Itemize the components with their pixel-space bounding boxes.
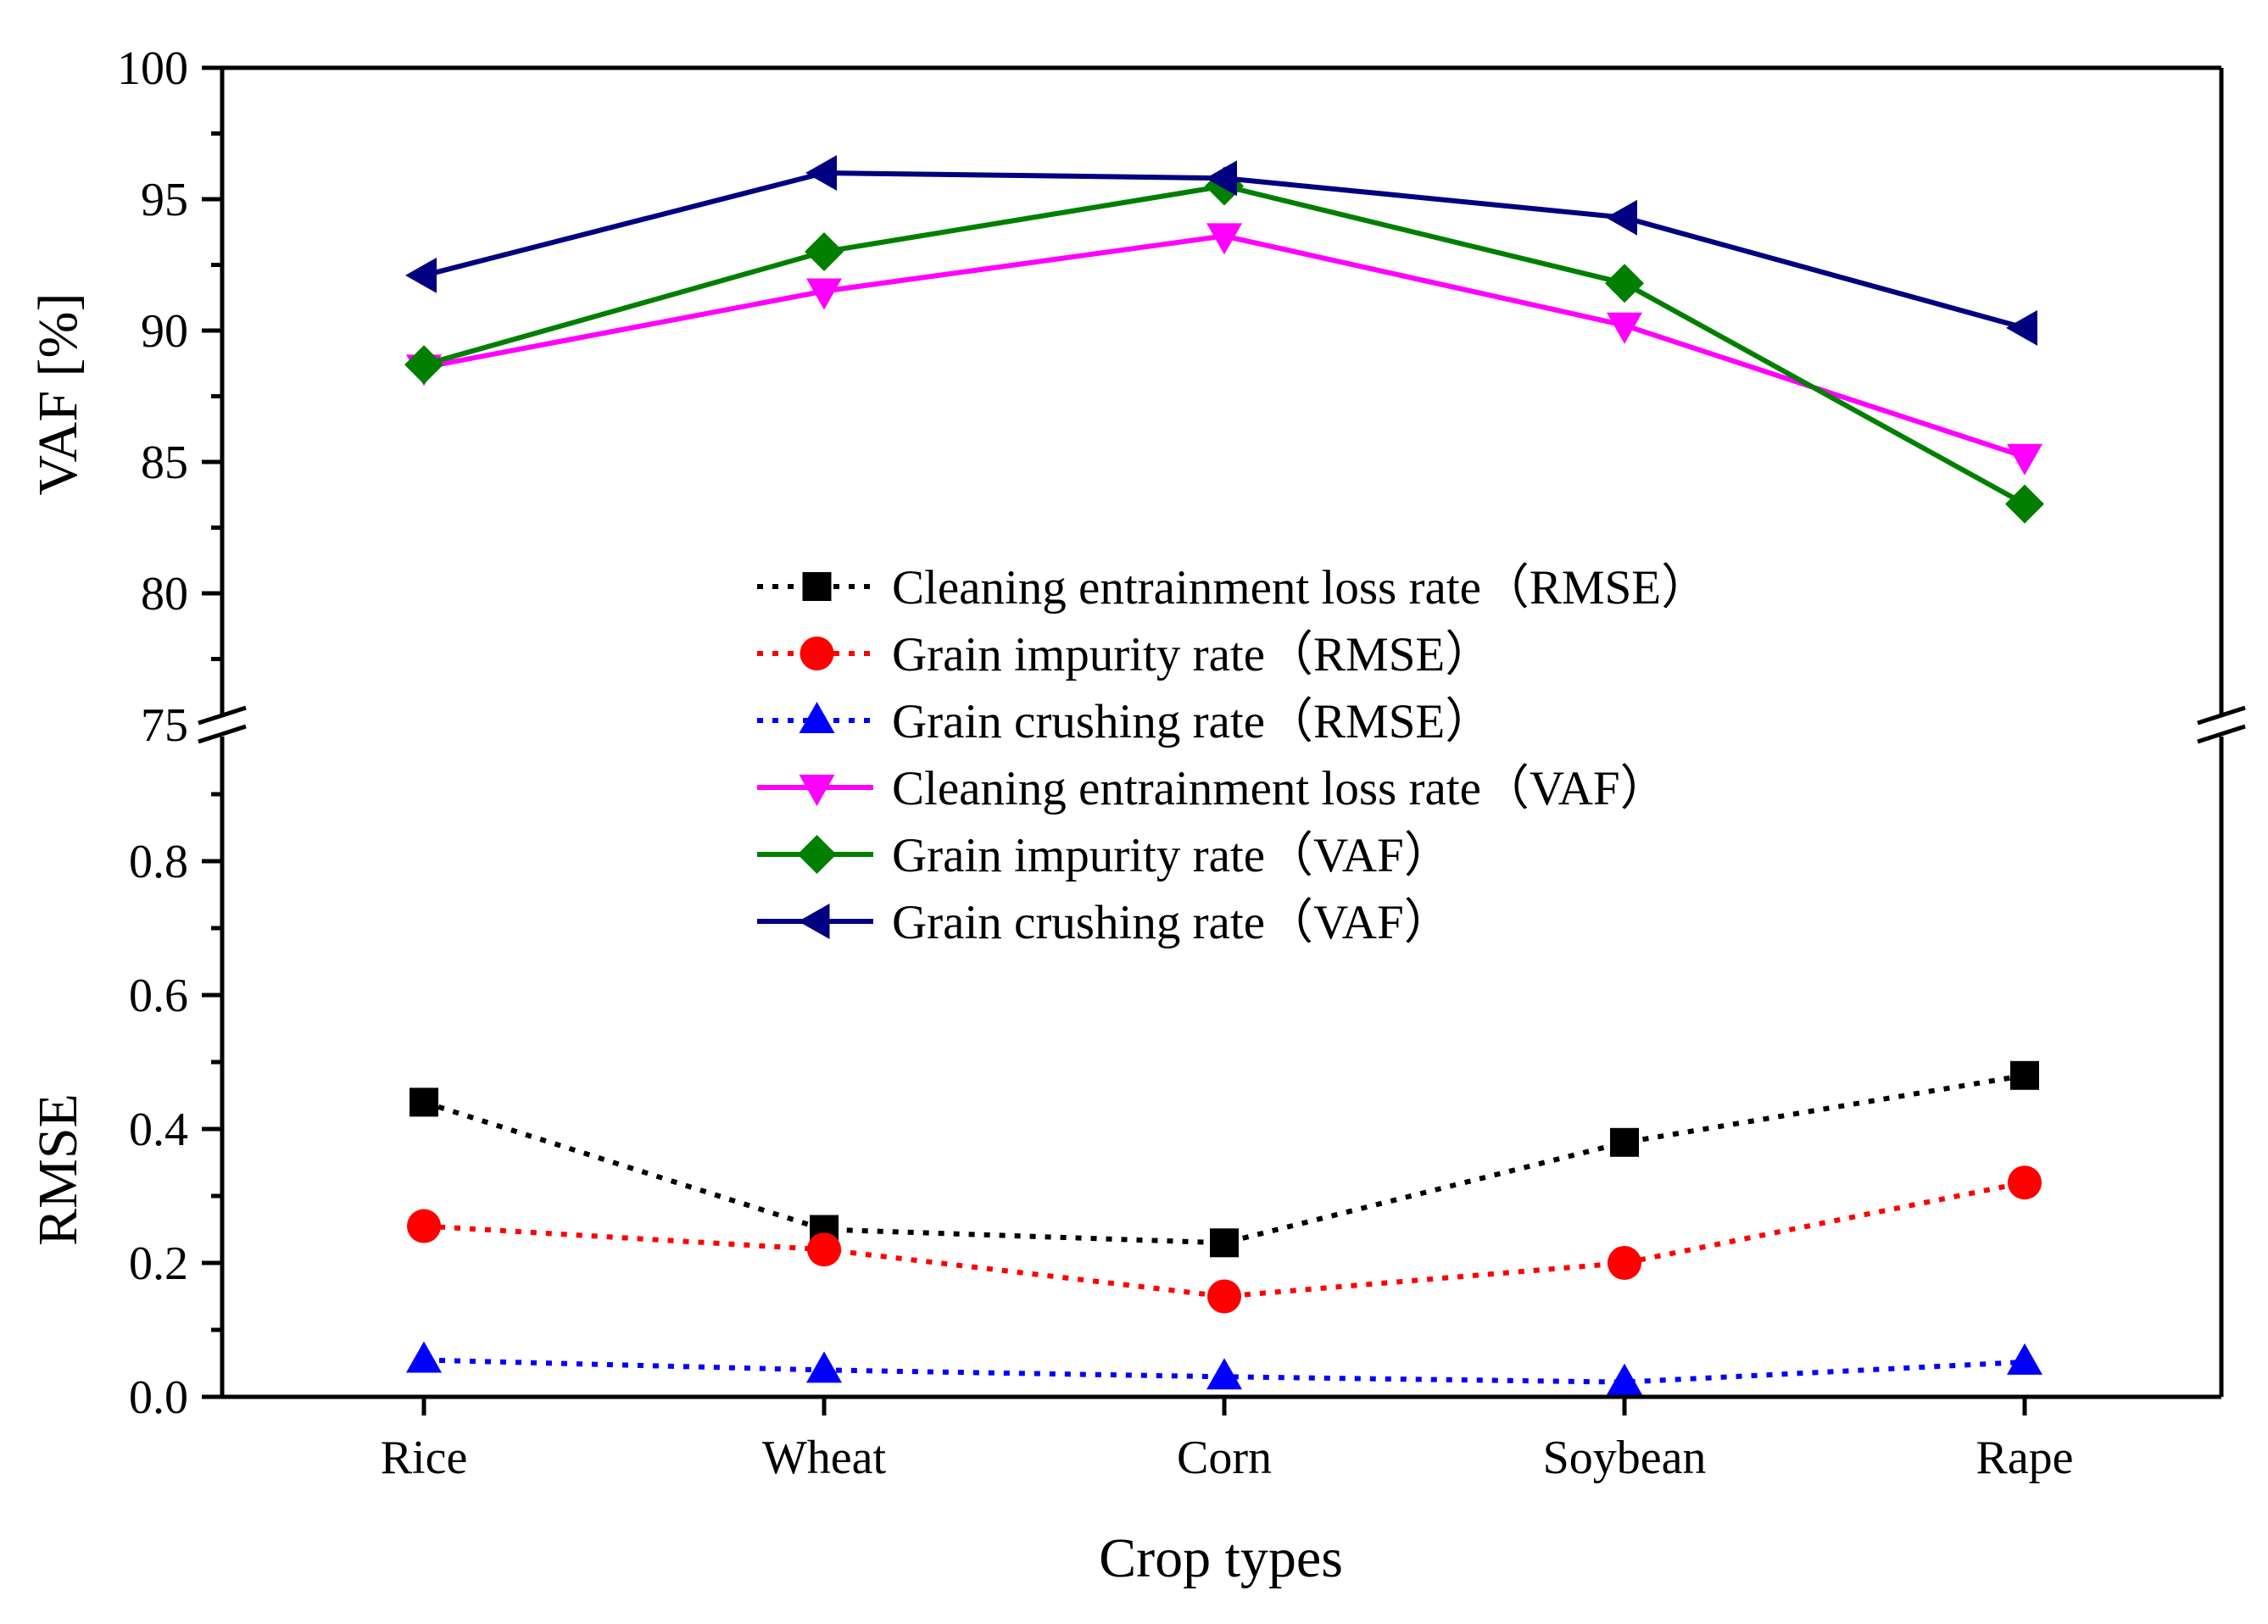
axis-break-mark-left-1 xyxy=(198,705,247,726)
legend-marker xyxy=(797,835,837,874)
y-tick-label-top: 75 xyxy=(141,699,188,752)
x-tick-label: Rice xyxy=(381,1432,468,1484)
data-point xyxy=(2008,1165,2042,1200)
legend-item-3: Cleaning entrainment loss rate（VAF） xyxy=(757,762,1669,815)
data-point xyxy=(404,345,443,385)
y-tick-label-top: 80 xyxy=(141,568,188,620)
data-point xyxy=(1206,1358,1242,1390)
data-point xyxy=(1605,264,1644,303)
y-axis-title-top: VAF [%] xyxy=(27,293,89,496)
axis-break-mark-left-2 xyxy=(198,724,247,744)
data-point xyxy=(1610,1127,1639,1157)
y-tick-label-top: 95 xyxy=(141,174,188,226)
data-point xyxy=(2006,309,2037,346)
legend-marker xyxy=(798,904,830,939)
legend-label: Grain impurity rate（RMSE） xyxy=(892,628,1493,681)
data-point xyxy=(407,1209,441,1243)
legend-label: Grain crushing rate（VAF） xyxy=(892,896,1452,949)
x-tick-label: Corn xyxy=(1177,1432,1272,1484)
data-point xyxy=(805,232,844,271)
data-point xyxy=(805,155,837,191)
series-1 xyxy=(407,1165,2042,1314)
data-point xyxy=(2010,1060,2039,1090)
y-tick-label-bottom: 0.6 xyxy=(129,970,188,1022)
axis-break-mark-right-2 xyxy=(2197,724,2246,744)
legend-label: Cleaning entrainment loss rate（RMSE） xyxy=(892,561,1709,615)
data-point xyxy=(1607,1363,1642,1395)
data-series xyxy=(404,155,2044,1395)
data-point xyxy=(2007,443,2042,476)
plot-axes xyxy=(198,65,2246,1399)
x-tick-label: Rape xyxy=(1975,1432,2073,1484)
series-line xyxy=(423,233,2026,459)
y-tick-label-top: 100 xyxy=(117,42,188,95)
data-point xyxy=(405,257,437,293)
series-line xyxy=(423,1072,2026,1246)
legend-label: Grain impurity rate（VAF） xyxy=(892,829,1452,882)
x-tick-label: Soybean xyxy=(1543,1432,1707,1484)
data-point xyxy=(1207,1279,1241,1314)
series-5 xyxy=(405,155,2037,346)
data-point xyxy=(1206,223,1242,255)
legend-item-2: Grain crushing rate（RMSE） xyxy=(757,695,1493,748)
legend-marker xyxy=(802,572,832,601)
y-tick-label-bottom: 0.8 xyxy=(129,836,188,888)
legend-label: Cleaning entrainment loss rate（VAF） xyxy=(892,762,1669,815)
x-axis-title: Crop types xyxy=(1099,1527,1343,1589)
data-point xyxy=(1608,1246,1641,1280)
y-tick-label-bottom: 0.4 xyxy=(129,1104,188,1156)
legend-label: Grain crushing rate（RMSE） xyxy=(892,695,1493,748)
data-point xyxy=(410,1087,438,1117)
y-tick-label-top: 85 xyxy=(141,437,188,489)
axis-ticks: 75 80 85 90 95 100 0.0 0.2 0.4 0.6 0.8 Rice Wheat Cor… xyxy=(117,42,2074,1484)
series-0 xyxy=(410,1060,2039,1258)
data-point xyxy=(807,1232,841,1267)
series-3 xyxy=(406,223,2042,476)
data-point xyxy=(2007,1343,2042,1375)
legend-item-4: Grain impurity rate（VAF） xyxy=(757,829,1452,882)
y-tick-label-bottom: 0.0 xyxy=(129,1371,188,1424)
legend-item-1: Grain impurity rate（RMSE） xyxy=(757,628,1493,681)
legend-marker xyxy=(799,775,835,806)
x-tick-label: Wheat xyxy=(762,1432,887,1484)
y-tick-label-bottom: 0.2 xyxy=(129,1237,188,1290)
axis-break-mark-right-1 xyxy=(2197,705,2246,726)
data-point xyxy=(406,1341,442,1373)
y-axis-title-bottom: RMSE xyxy=(27,1093,89,1246)
series-4 xyxy=(404,166,2044,524)
data-point xyxy=(1606,199,1637,236)
data-point xyxy=(806,1351,842,1383)
data-point xyxy=(2005,484,2044,524)
data-point xyxy=(806,278,842,310)
data-point xyxy=(1206,160,1237,197)
legend-item-0: Cleaning entrainment loss rate（RMSE） xyxy=(757,561,1709,615)
series-2 xyxy=(406,1341,2042,1395)
data-point xyxy=(1607,312,1642,344)
legend-item-5: Grain crushing rate（VAF） xyxy=(757,896,1452,949)
data-point xyxy=(1210,1228,1239,1258)
legend-marker xyxy=(799,702,835,733)
legend-marker xyxy=(800,637,834,670)
legend: Cleaning entrainment loss rate（RMSE） Grai… xyxy=(757,561,1709,949)
y-tick-label-top: 90 xyxy=(141,305,188,358)
